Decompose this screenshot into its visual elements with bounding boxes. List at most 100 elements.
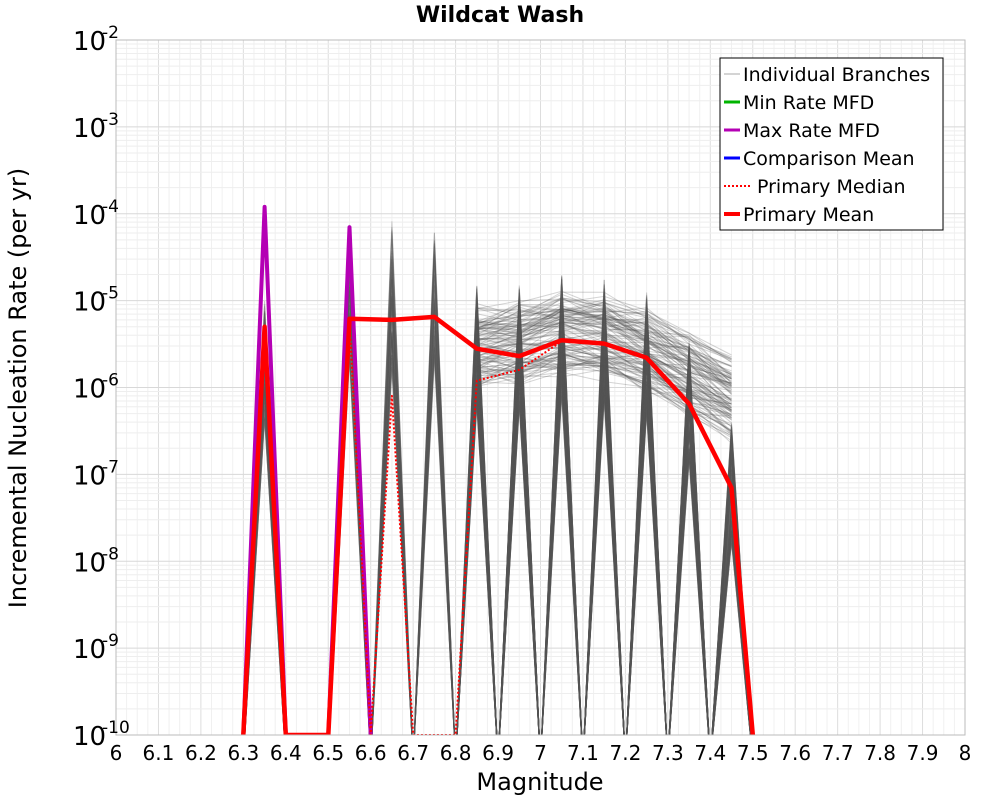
branch-line (476, 363, 732, 434)
branch-line (244, 255, 752, 735)
y-tick-exponent: -2 (102, 23, 119, 43)
branch-line (476, 332, 732, 411)
branch-line (476, 297, 732, 367)
branch-line (244, 280, 752, 735)
y-tick-exponent: -9 (102, 631, 119, 651)
branch-line (476, 338, 732, 405)
branch-line (476, 290, 732, 375)
branch-line (476, 314, 732, 393)
branch-line (541, 279, 751, 735)
branch-line (328, 287, 710, 735)
branch-line (371, 303, 752, 735)
branch-line (476, 359, 732, 436)
branch-line (476, 355, 732, 424)
branch-line (328, 244, 752, 735)
branch-line (476, 312, 732, 386)
branch-line (476, 301, 732, 387)
branch-line (371, 295, 752, 735)
branch-line (476, 302, 732, 356)
branch-line (456, 310, 752, 735)
branch-line (244, 257, 752, 735)
y-tick-label: 10-10 (73, 718, 130, 752)
branch-line (476, 336, 732, 421)
branch-line (413, 255, 751, 735)
x-tick-label: 7.6 (779, 741, 811, 765)
branch-line (456, 321, 752, 735)
branch-line (476, 342, 732, 421)
branch-line (329, 353, 751, 735)
y-tick-base: 10 (73, 375, 106, 405)
branch-line (499, 371, 710, 735)
y-tick-label: 10-3 (73, 110, 119, 144)
branch-line (329, 314, 710, 735)
x-tick-label: 6.1 (143, 741, 175, 765)
branch-line (456, 338, 710, 735)
branch-line (476, 349, 732, 409)
branch-line (328, 237, 752, 735)
branch-line (476, 339, 732, 405)
y-tick-label: 10-9 (73, 631, 119, 665)
y-tick-exponent: -3 (102, 110, 119, 130)
branch-line (371, 319, 752, 735)
branch-line (371, 332, 752, 735)
branch-line (329, 302, 752, 735)
branch-line (414, 339, 667, 735)
x-axis-label: Magnitude (476, 768, 603, 796)
branch-line (371, 334, 710, 735)
branch-line (371, 283, 752, 735)
x-tick-label: 7.4 (694, 741, 726, 765)
legend: Individual Branches Min Rate MFD Max Rate … (719, 57, 944, 231)
branch-line (371, 302, 752, 735)
branch-line (329, 303, 751, 735)
branch-line (476, 303, 732, 383)
branch-line (328, 291, 710, 735)
x-tick-label: 6.2 (185, 741, 217, 765)
branch-line (414, 297, 752, 735)
branch-line (413, 298, 752, 735)
branch-line (244, 288, 710, 735)
branch-line (476, 322, 732, 378)
branch-line (456, 303, 751, 735)
y-tick-label: 10-8 (73, 544, 119, 578)
branch-line (244, 321, 710, 735)
branch-line (244, 279, 752, 735)
branch-line (476, 323, 732, 393)
branch-line (476, 357, 732, 428)
branch-line (476, 307, 732, 394)
branch-line (498, 338, 752, 735)
branch-line (476, 308, 732, 385)
branch-line (244, 292, 710, 735)
branch-line (476, 316, 732, 367)
branch-line (328, 289, 752, 735)
branch-line (244, 331, 752, 735)
branch-line (476, 316, 732, 384)
branch-line (476, 317, 732, 392)
y-tick-exponent: -8 (102, 544, 119, 564)
y-tick-label: 10-5 (73, 284, 119, 318)
branch-line (476, 355, 732, 418)
branch-line (476, 308, 732, 395)
branch-line (476, 343, 732, 401)
branch-line (328, 258, 752, 735)
branch-line (413, 309, 667, 735)
branch-line (413, 289, 751, 735)
branch-line (244, 303, 752, 735)
branch-line (476, 309, 732, 376)
branch-line (476, 307, 732, 377)
branch-line (371, 221, 751, 735)
y-tick-exponent: -6 (102, 371, 119, 391)
y-tick-exponent: -10 (102, 718, 130, 738)
branch-line (244, 232, 752, 735)
branch-line (244, 331, 752, 735)
branch-line (476, 291, 732, 376)
branch-line (244, 290, 752, 735)
branch-line (456, 322, 752, 735)
y-tick-base: 10 (73, 288, 106, 318)
series-primary-mean (241, 314, 756, 735)
x-tick-label: 6.4 (270, 741, 302, 765)
branch-line (371, 256, 752, 735)
branch-line (328, 262, 752, 735)
branch-line (583, 351, 752, 735)
y-tick-base: 10 (73, 548, 106, 578)
